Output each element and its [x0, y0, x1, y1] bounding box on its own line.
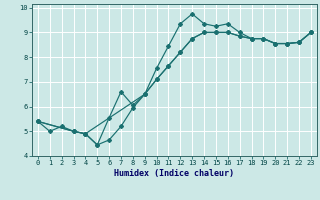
X-axis label: Humidex (Indice chaleur): Humidex (Indice chaleur) [115, 169, 234, 178]
